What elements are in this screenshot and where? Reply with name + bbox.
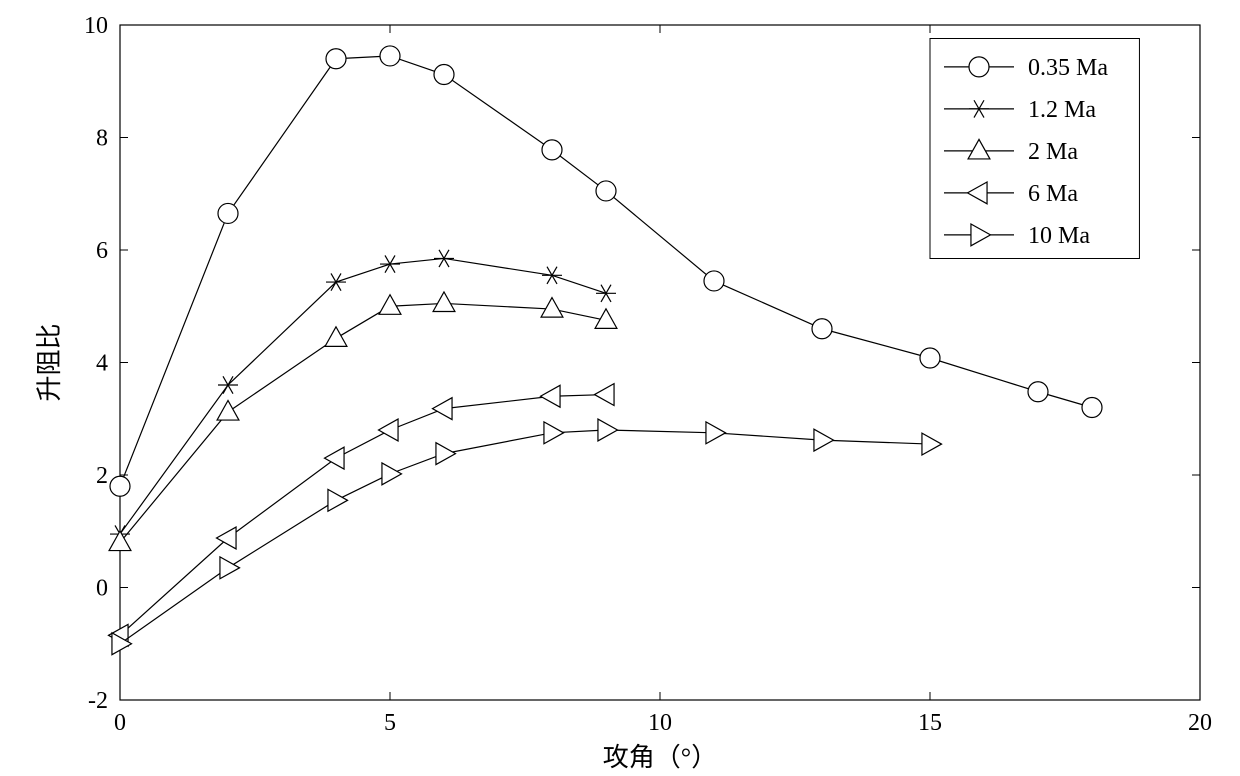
marker-star	[380, 255, 400, 272]
marker-circle	[812, 319, 832, 339]
legend: 0.35 Ma 1.2 Ma 2 Ma 6 Ma 10 Ma	[930, 39, 1139, 259]
marker-triangle-left	[325, 447, 345, 469]
chart-svg: 05101520-20246810攻角（°）升阻比0.35 Ma1.2 Ma2 …	[0, 0, 1240, 776]
marker-triangle-left	[379, 419, 399, 441]
marker-circle	[434, 65, 454, 85]
legend-label: 10 Ma	[1028, 223, 1090, 249]
marker-triangle-left	[595, 384, 615, 406]
marker-circle	[218, 203, 238, 223]
marker-triangle-right	[814, 429, 834, 451]
x-tick-label: 15	[918, 710, 942, 736]
marker-triangle-right	[328, 489, 348, 511]
marker-triangle-up	[325, 327, 347, 347]
marker-triangle-left	[433, 398, 453, 420]
marker-circle	[1082, 398, 1102, 418]
marker-triangle-up	[433, 292, 455, 312]
y-axis-label: 升阻比	[35, 323, 64, 401]
x-tick-label: 5	[384, 710, 396, 736]
marker-circle	[1028, 382, 1048, 402]
marker-circle	[920, 348, 940, 368]
y-tick-label: 8	[96, 126, 108, 152]
series-2	[109, 292, 617, 551]
legend-label: 1.2 Ma	[1028, 97, 1096, 123]
x-tick-label: 0	[114, 710, 126, 736]
marker-circle	[542, 140, 562, 160]
marker-circle	[596, 181, 616, 201]
marker-triangle-right	[706, 422, 726, 444]
y-tick-label: 6	[96, 238, 108, 264]
marker-circle	[969, 57, 989, 77]
marker-triangle-right	[382, 463, 402, 485]
marker-triangle-up	[379, 295, 401, 315]
chart-container: 05101520-20246810攻角（°）升阻比0.35 Ma1.2 Ma2 …	[0, 0, 1240, 776]
y-tick-label: -2	[88, 688, 108, 714]
marker-star	[596, 285, 616, 302]
legend-label: 0.35 Ma	[1028, 55, 1108, 81]
y-tick-label: 4	[96, 351, 108, 377]
marker-circle	[704, 271, 724, 291]
y-tick-label: 0	[96, 576, 108, 602]
y-tick-label: 2	[96, 463, 108, 489]
series-line	[120, 303, 606, 542]
x-tick-label: 10	[648, 710, 672, 736]
y-tick-label: 10	[84, 13, 108, 39]
series-line	[120, 395, 606, 636]
marker-star	[434, 250, 454, 267]
marker-triangle-right	[220, 557, 240, 579]
marker-triangle-up	[217, 401, 239, 421]
marker-triangle-left	[541, 385, 561, 407]
marker-triangle-right	[598, 419, 618, 441]
series-line	[120, 430, 930, 644]
marker-triangle-right	[436, 443, 456, 465]
legend-label: 6 Ma	[1028, 181, 1078, 207]
marker-triangle-right	[922, 433, 942, 455]
marker-triangle-up	[541, 298, 563, 318]
marker-circle	[380, 46, 400, 66]
marker-star	[542, 267, 562, 284]
x-axis-label: 攻角（°）	[603, 743, 717, 772]
x-tick-label: 20	[1188, 710, 1212, 736]
marker-circle	[110, 476, 130, 496]
marker-triangle-right	[544, 422, 564, 444]
marker-circle	[326, 49, 346, 69]
series-3	[109, 384, 615, 647]
series-line	[120, 258, 606, 534]
legend-label: 2 Ma	[1028, 139, 1078, 165]
